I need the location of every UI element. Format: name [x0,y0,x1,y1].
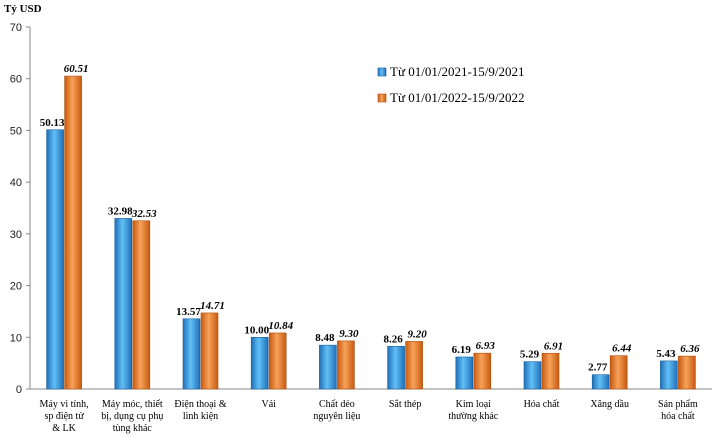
bar-series-2021 [46,129,64,390]
data-label: 13.57 [176,306,201,318]
bar-series-2022 [678,355,696,390]
data-label: 2.77 [588,362,608,374]
x-tick-label: Chất dẻo [319,399,355,410]
x-tick-label: tùng khác [113,423,153,434]
legend-swatch [377,67,387,77]
x-tick-label: bị, dụng cụ phụ [101,411,163,422]
x-tick-label: Vải [261,399,276,410]
bar-series-2021 [319,344,337,390]
bar-series-2021 [591,374,610,390]
legend-label: Từ 01/01/2021-15/9/2021 [390,64,525,79]
x-tick-label: Hóa chất [524,399,560,410]
data-label: 60.51 [64,63,89,75]
x-tick-label: & LK [52,423,76,434]
data-label: 9.20 [407,328,427,340]
data-label: 6.36 [680,343,700,355]
data-label: 6.91 [544,340,563,352]
value-labels: 50.13 60.51 32.98 32.53 13.57 14.71 10.00 10.84… [40,63,700,374]
y-unit-label: Tỷ USD [4,3,42,15]
x-tick-label: nguyên liệu [313,411,360,422]
x-tick-label: hóa chất [661,411,695,422]
bar-series-2021 [182,318,201,390]
legend-label: Từ 01/01/2022-15/9/2022 [390,90,525,105]
data-label: 8.48 [315,332,335,344]
x-tick-label: Máy vi tính, [40,399,89,410]
legend-swatch [377,93,387,103]
x-tick-label: Sắt thép [389,399,422,410]
x-tick-label: sp điện tử [44,411,84,422]
x-tick-label: linh kiện [183,411,218,422]
y-tick-label: 30 [10,229,22,241]
data-label: 10.84 [268,320,293,332]
data-label: 10.00 [244,324,269,336]
x-tick-label: Điện thoại & [174,399,226,410]
bars [46,75,696,390]
bar-series-2021 [114,218,133,390]
data-label: 14.71 [200,300,225,312]
bar-series-2022 [337,340,355,390]
bar-series-2022 [268,332,287,390]
x-tick-label: Xăng dầu [590,399,629,410]
y-tick-label: 10 [10,332,22,344]
data-label: 5.43 [656,348,676,360]
data-label: 6.19 [452,344,472,356]
y-tick-label: 60 [10,74,22,86]
legend: Từ 01/01/2021-15/9/2021 Từ 01/01/2022-15/… [377,64,525,105]
y-tick-label: 0 [16,384,22,396]
data-label: 32.53 [131,208,157,220]
data-label: 5.29 [520,349,540,361]
y-tick-label: 40 [10,177,22,189]
bar-series-2022 [473,352,492,390]
bar-series-2021 [387,345,405,390]
bar-series-2021 [660,360,678,390]
bar-series-2022 [405,341,423,390]
bar-series-2021 [455,356,474,390]
data-label: 32.98 [108,205,133,217]
bar-series-2021 [523,361,542,390]
data-label: 9.30 [339,328,359,340]
x-tick-label: Máy móc, thiết [102,399,163,410]
x-axis-labels: Máy vi tính,sp điện tử& LK Máy móc, thiết… [40,399,698,434]
x-tick-label: Sản phẩm [658,399,698,410]
x-tick-label: Kim loại [456,399,491,410]
x-tick-label: thường khác [448,411,498,422]
data-label: 8.26 [383,333,403,345]
y-tick-label: 70 [10,22,22,34]
y-tick-label: 20 [10,281,22,293]
data-label: 6.93 [476,340,496,352]
data-label: 6.44 [612,343,632,355]
data-label: 50.13 [40,117,65,129]
bar-series-2021 [250,336,269,390]
bar-series-2022 [64,75,82,390]
y-tick-label: 50 [10,125,22,137]
bar-series-2022 [200,312,219,390]
bar-series-2022 [609,355,628,390]
bar-series-2022 [541,352,560,390]
bar-series-2022 [132,220,151,390]
